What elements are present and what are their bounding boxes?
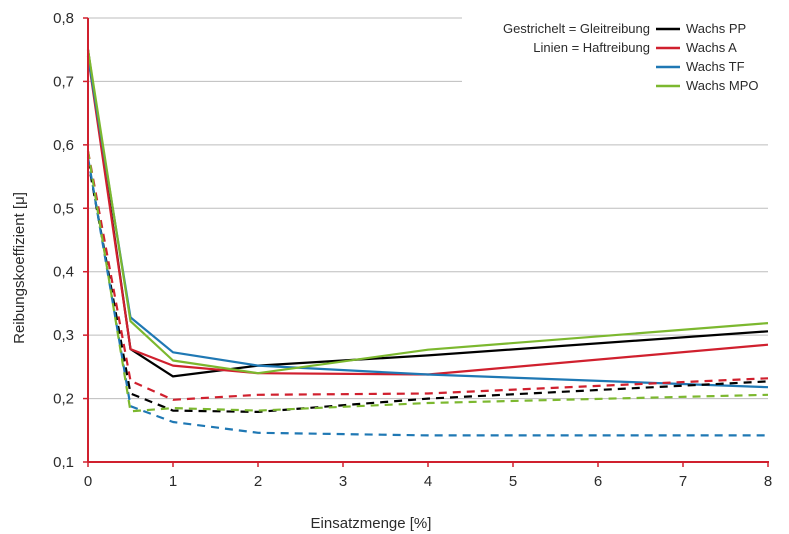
legend-note-dashed: Gestrichelt = Gleitreibung (503, 21, 650, 36)
series-lines (86, 49, 769, 437)
gridlines (88, 17, 768, 400)
x-tick-labels: 0 1 2 3 4 5 6 7 8 (84, 462, 772, 490)
series-line-solid (86, 55, 769, 376)
y-tick-label: 0,2 (53, 391, 74, 408)
y-tick-labels: 0,1 0,2 0,3 0,4 0,5 0,6 0,7 0,8 (53, 10, 88, 471)
legend-label: Wachs MPO (686, 78, 758, 93)
legend-note-solid: Linien = Haftreibung (533, 40, 650, 55)
x-tick-label: 7 (679, 473, 687, 490)
y-tick-label: 0,3 (53, 327, 74, 344)
x-tick-label: 8 (764, 473, 772, 490)
legend-label: Wachs PP (686, 21, 746, 36)
x-tick-label: 6 (594, 473, 602, 490)
y-tick-label: 0,7 (53, 73, 74, 90)
y-tick-label: 0,5 (53, 200, 74, 217)
x-tick-label: 5 (509, 473, 517, 490)
legend-background (462, 16, 782, 100)
x-tick-label: 1 (169, 473, 177, 490)
x-tick-label: 0 (84, 473, 92, 490)
x-tick-label: 3 (339, 473, 347, 490)
x-tick-label: 4 (424, 473, 432, 490)
legend: Gestrichelt = Gleitreibung Linien = Haft… (462, 16, 782, 100)
legend-label: Wachs TF (686, 59, 745, 74)
series-line-dashed (86, 150, 769, 401)
y-tick-label: 0,4 (53, 264, 74, 281)
y-tick-label: 0,8 (53, 10, 74, 27)
series-line-solid (86, 49, 769, 375)
legend-label: Wachs A (686, 40, 737, 55)
series-line-dashed (86, 151, 769, 413)
x-tick-label: 2 (254, 473, 262, 490)
x-axis-title: Einsatzmenge [%] (311, 515, 432, 532)
y-axis-title: Reibungskoeffizient [μ] (11, 192, 28, 344)
series-line-dashed (86, 160, 769, 413)
y-tick-label: 0,6 (53, 137, 74, 154)
y-tick-label: 0,1 (53, 454, 74, 471)
